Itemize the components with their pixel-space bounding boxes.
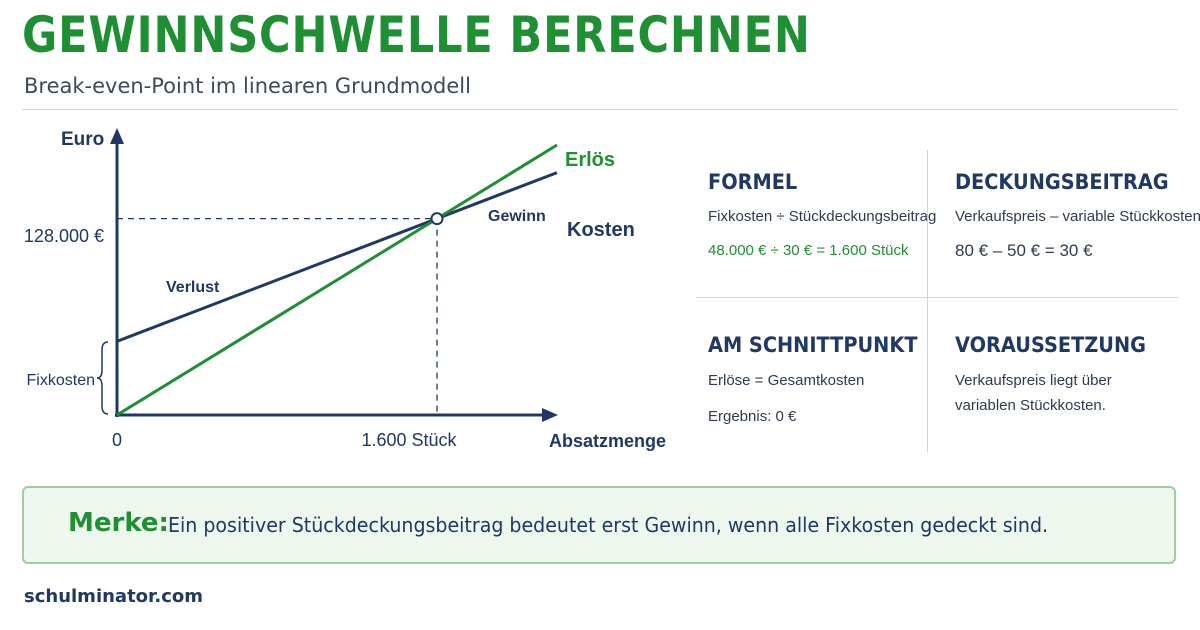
break-even-point — [430, 212, 444, 226]
page-subtitle: Break-even-Point im linearen Grundmodell — [24, 74, 471, 98]
region-label-gewinn: Gewinn — [488, 208, 546, 225]
formel-example: 48.000 € ÷ 30 € = 1.600 Stück — [708, 242, 909, 259]
fixkosten-brace — [96, 341, 109, 415]
series-label-kosten: Kosten — [567, 219, 635, 241]
formel-text: Fixkosten ÷ Stückdeckungsbeitrag — [708, 208, 937, 225]
x-axis-label: Absatzmenge — [549, 431, 666, 451]
merke-label: Merke: — [68, 508, 169, 538]
region-label-verlust: Verlust — [166, 279, 220, 296]
footer-site-name: schulminator.com — [24, 586, 203, 607]
series-label-erloes: Erlös — [565, 149, 615, 171]
schnittpunkt-heading: AM SCHNITTPUNKT — [708, 333, 918, 357]
page-title: GEWINNSCHWELLE BERECHNEN — [22, 6, 811, 64]
origin-label: 0 — [112, 430, 122, 450]
voraussetzung-line2: variablen Stückkosten. — [955, 397, 1106, 414]
fixkosten-label: Fixkosten — [27, 372, 95, 389]
voraussetzung-heading: VORAUSSETZUNG — [955, 333, 1147, 357]
schnittpunkt-line1: Erlöse = Gesamtkosten — [708, 372, 865, 389]
series-line-kosten — [116, 171, 558, 343]
x-tick-label: 1.600 Stück — [361, 430, 457, 450]
y-axis-arrow — [110, 128, 124, 144]
info-grid-vertical-divider — [927, 150, 928, 452]
formel-heading: FORMEL — [708, 170, 798, 194]
break-even-chart: Euro Absatzmenge 0 1.600 Stück 128.000 €… — [24, 128, 666, 451]
schnittpunkt-line2: Ergebnis: 0 € — [708, 408, 797, 425]
deckungsbeitrag-text: Verkaufspreis – variable Stückkosten — [955, 208, 1200, 225]
deckungsbeitrag-heading: DECKUNGSBEITRAG — [955, 170, 1169, 194]
y-tick-label: 128.000 € — [24, 226, 104, 246]
info-grid-horizontal-divider — [696, 297, 1178, 298]
merke-box: Merke: Ein positiver Stückdeckungsbeitra… — [22, 486, 1176, 564]
header-divider — [22, 109, 1178, 110]
y-axis-label: Euro — [61, 129, 104, 150]
merke-text: Ein positiver Stückdeckungsbeitrag bedeu… — [168, 513, 1049, 537]
series-line-erloes — [116, 143, 558, 417]
deckungsbeitrag-example: 80 € – 50 € = 30 € — [955, 241, 1093, 260]
x-axis-arrow — [542, 408, 558, 422]
voraussetzung-line1: Verkaufspreis liegt über — [955, 372, 1112, 389]
